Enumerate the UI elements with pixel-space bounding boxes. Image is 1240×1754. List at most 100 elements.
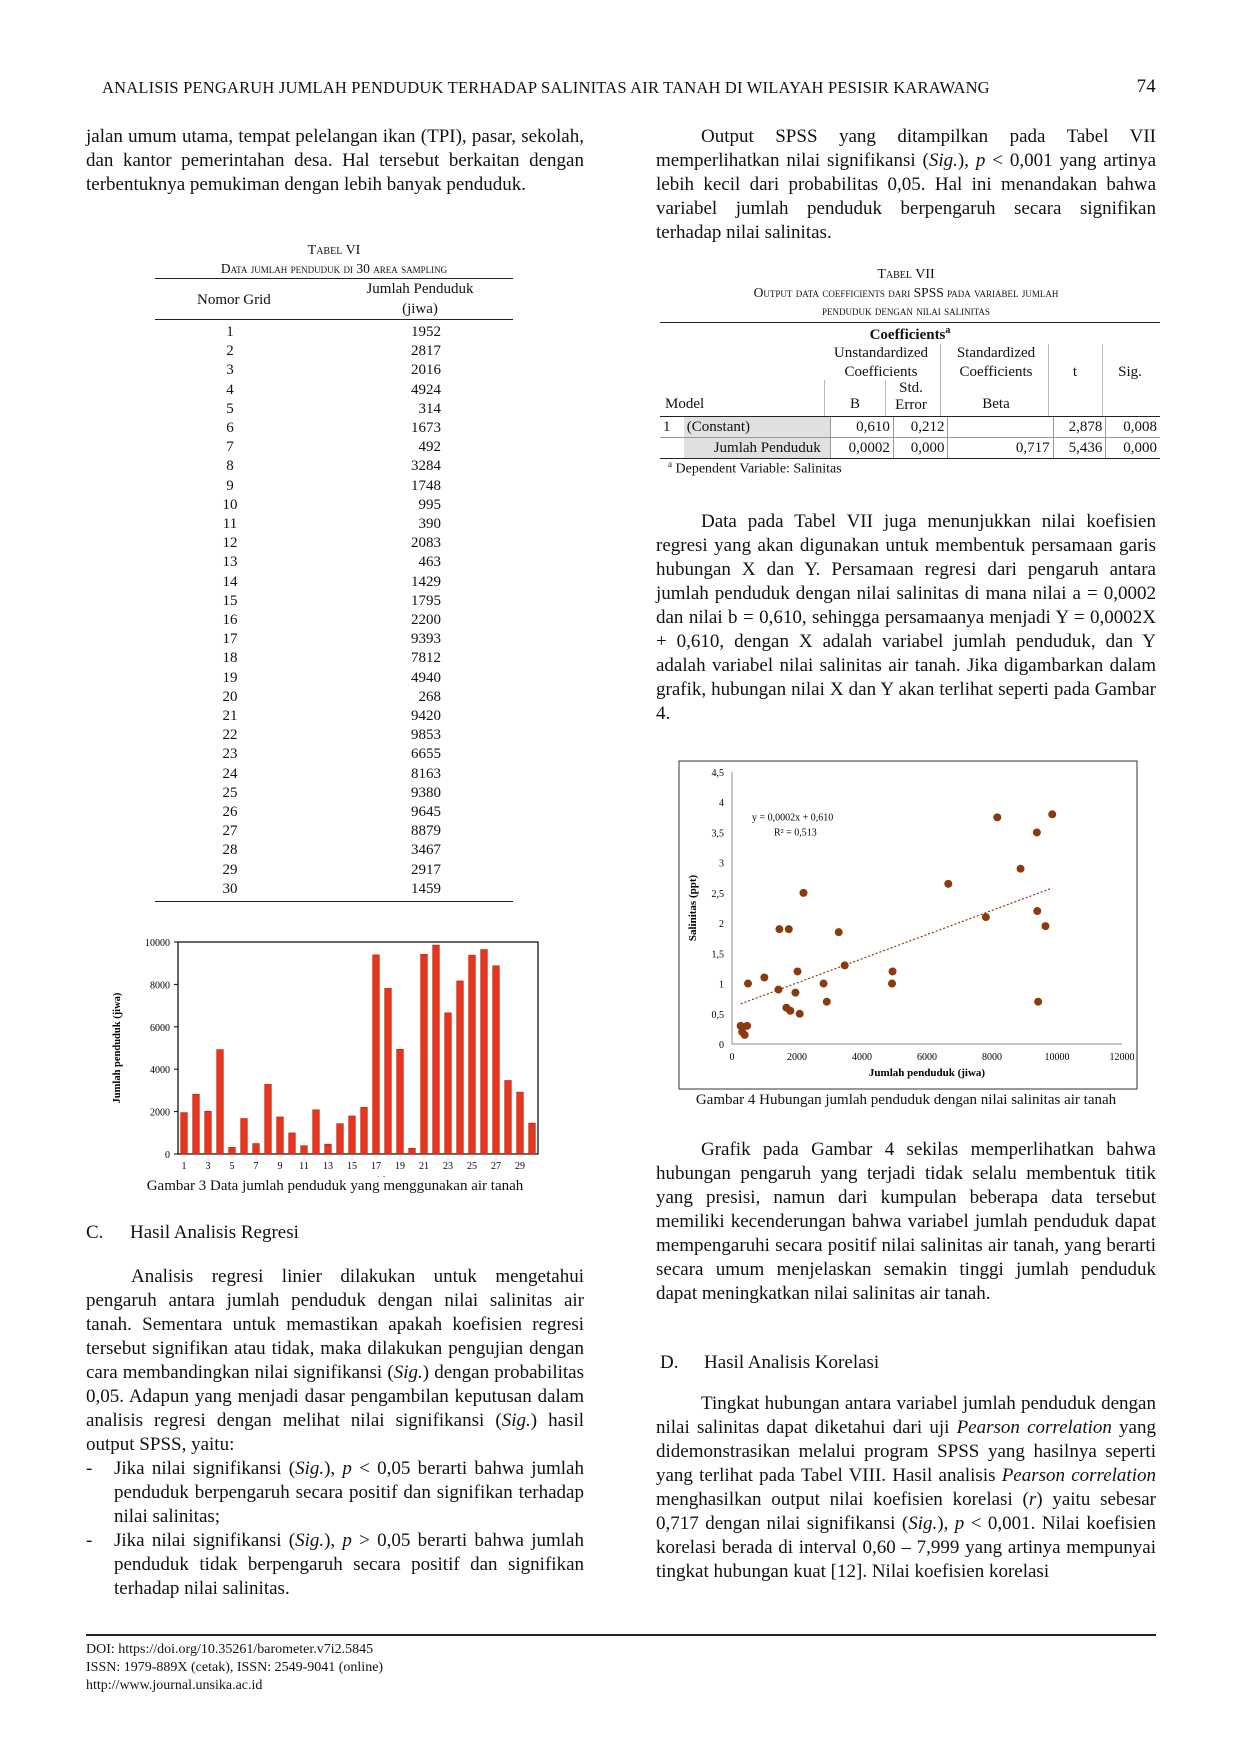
regression-equation: y = 0,0002x + 0,610 <box>752 812 833 823</box>
figure3-caption: Gambar 3 Data jumlah penduduk yang mengg… <box>146 1178 524 1194</box>
x-tick-label: 3 <box>206 1161 211 1172</box>
section-c-title: Hasil Analisis Regresi <box>130 1222 299 1243</box>
population-value: 9853 <box>411 727 441 744</box>
population-value: 2917 <box>411 861 441 878</box>
table-row: 1 1952 <box>155 323 513 342</box>
data-point <box>1033 907 1042 916</box>
y-tick-label: 4 <box>719 798 724 809</box>
list-item: - Jika nilai signifikansi (Sig.), p > 0,… <box>86 1530 584 1599</box>
population-value: 2200 <box>411 612 441 629</box>
grid-number: 18 <box>222 650 238 667</box>
right-para4: Tingkat hubungan antara variabel jumlah … <box>656 1393 1157 1582</box>
bar <box>408 1148 416 1155</box>
right-para3: Grafik pada Gambar 4 sekilas memperlihat… <box>656 1139 1156 1304</box>
x-tick-label: 13 <box>323 1161 333 1172</box>
bar <box>264 1084 272 1155</box>
figure4-scatter-chart: 0 0,5 1 1,5 2 2,5 3 3,5 4 4,5 0 2000 4000 6000 8000 100… <box>678 760 1138 1090</box>
table-row: 28 3467 <box>155 841 513 860</box>
table6-body: 1 1952 2 2817 3 2016 4 4924 5 314 6 1673 7 492 8 3284 9 1… <box>155 323 513 899</box>
y-tick-label: 0 <box>165 1150 170 1161</box>
grid-number: 6 <box>226 420 234 437</box>
bar <box>192 1093 200 1155</box>
bar <box>252 1143 260 1155</box>
figure4-caption: Gambar 4 Hubungan jumlah penduduk dengan… <box>695 1092 1117 1108</box>
table-row: 10 995 <box>155 496 513 515</box>
x-tick-label: 12000 <box>1110 1052 1135 1063</box>
footer: DOI: https://doi.org/10.35261/barometer.… <box>86 1641 383 1695</box>
table-row: 23 6655 <box>155 745 513 764</box>
bar <box>444 1012 452 1155</box>
grid-number: 10 <box>222 496 238 513</box>
bar <box>228 1147 236 1155</box>
table-row: 18 7812 <box>155 649 513 668</box>
grid-number: 2 <box>226 343 234 360</box>
y-axis-label: Jumlah penduduk (jiwa) <box>112 992 123 1103</box>
x-tick-label: 23 <box>443 1161 453 1172</box>
r-squared: R² = 0,513 <box>774 827 817 838</box>
footer-doi: DOI: https://doi.org/10.35261/barometer.… <box>86 1642 374 1657</box>
table7-title-line2: penduduk dengan nilai salinitas <box>822 303 990 318</box>
grid-number: 25 <box>222 784 238 801</box>
footer-url: http://www.journal.unsika.ac.id <box>86 1678 263 1693</box>
table-row: 1 (Constant) 0,610 0,212 2,878 0,008 <box>660 417 1160 438</box>
y-tick-label: 3,5 <box>712 828 725 839</box>
grid-number: 7 <box>226 439 234 456</box>
bar <box>384 988 392 1155</box>
grid-number: 29 <box>222 861 238 878</box>
grid-number: 14 <box>222 573 238 590</box>
x-tick-label: 8000 <box>982 1052 1002 1063</box>
x-tick-label: 4000 <box>852 1052 872 1063</box>
data-point <box>774 985 783 994</box>
grid-number: 27 <box>222 823 238 840</box>
grid-number: 23 <box>222 746 238 763</box>
bar <box>216 1049 224 1155</box>
table-row: 16 2200 <box>155 611 513 630</box>
population-value: 1795 <box>411 592 441 609</box>
data-point <box>775 925 784 934</box>
population-value: 1673 <box>411 420 441 437</box>
data-point <box>888 967 897 976</box>
x-tick-label: 0 <box>730 1052 735 1063</box>
table7-body: 1 (Constant) 0,610 0,212 2,878 0,008 Jum… <box>660 417 1160 458</box>
grid-number: 15 <box>222 592 238 609</box>
population-value: 3284 <box>411 458 441 475</box>
x-tick-label: 15 <box>347 1161 357 1172</box>
bar <box>324 1143 332 1155</box>
y-tick-label: 4000 <box>150 1065 170 1076</box>
bar <box>360 1107 368 1155</box>
bar <box>276 1116 284 1155</box>
x-tick-label: 2000 <box>787 1052 807 1063</box>
left-para2: Analisis regresi linier dilakukan untuk … <box>86 1266 584 1599</box>
population-value: 995 <box>418 496 442 513</box>
grid-number: 21 <box>222 708 238 725</box>
grid-number: 20 <box>222 688 238 705</box>
y-axis-label: Salinitas (ppt) <box>687 875 699 942</box>
data-point <box>819 979 828 988</box>
y-tick-label: 3 <box>719 859 724 870</box>
x-tick-label: 5 <box>230 1161 235 1172</box>
population-value: 1429 <box>411 573 441 590</box>
table-row: 20 268 <box>155 688 513 707</box>
grid-number: 13 <box>222 554 238 571</box>
x-tick-label: 10000 <box>1045 1052 1070 1063</box>
table6-header: Nomor Grid Jumlah Penduduk (jiwa) <box>155 279 513 319</box>
population-value: 463 <box>418 554 442 571</box>
table-row: 30 1459 <box>155 880 513 899</box>
data-point <box>1016 864 1025 873</box>
population-value: 4940 <box>411 669 441 686</box>
y-tick-label: 10000 <box>145 938 170 949</box>
table6-col1: Nomor Grid <box>197 292 271 308</box>
table-row: 2 2817 <box>155 342 513 361</box>
table7-note: a Dependent Variable: Salinitas <box>668 459 842 477</box>
grid-number: 17 <box>222 631 238 648</box>
table-row: 17 9393 <box>155 630 513 649</box>
population-value: 6655 <box>411 746 441 763</box>
table6-caption: Tabel VI Data jumlah penduduk di 30 area… <box>155 242 513 278</box>
bar <box>492 965 500 1155</box>
y-tick-label: 6000 <box>150 1023 170 1034</box>
table-row: 6 1673 <box>155 419 513 438</box>
x-axis-label: Nomor Grid <box>330 1176 386 1177</box>
population-value: 9380 <box>411 784 441 801</box>
table-row: 3 2016 <box>155 361 513 380</box>
data-point <box>1032 828 1041 837</box>
